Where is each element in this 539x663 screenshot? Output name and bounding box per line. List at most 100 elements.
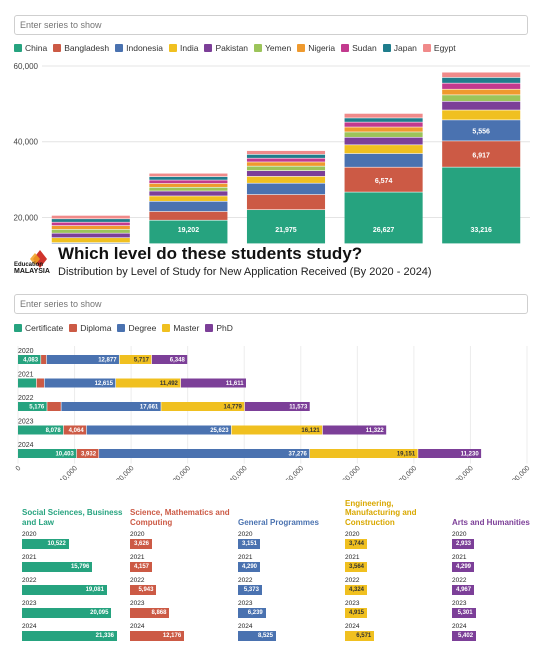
country-legend-item-yemen[interactable]: Yemen — [254, 43, 291, 53]
bar-nigeria-2024[interactable] — [442, 89, 521, 95]
bar-nigeria-2020[interactable] — [51, 225, 130, 230]
bar-diploma-2023[interactable] — [63, 425, 87, 435]
bar-sudan-2022[interactable] — [246, 158, 326, 162]
bar-certificate-2021[interactable] — [18, 378, 37, 388]
field-bar-2020[interactable]: 2,933 — [452, 539, 474, 549]
bar-sudan-2023[interactable] — [344, 122, 423, 127]
bar-phd-2024[interactable] — [418, 449, 482, 458]
field-bar-2023[interactable]: 20,095 — [22, 608, 112, 618]
country-legend-item-china[interactable]: China — [14, 43, 47, 53]
field-bar-2023[interactable]: 8,868 — [130, 608, 170, 618]
field-bar-2023[interactable]: 4,915 — [345, 608, 367, 618]
bar-yemen-2020[interactable] — [51, 229, 130, 233]
bar-degree-2024[interactable] — [99, 449, 310, 458]
country-legend-item-indonesia[interactable]: Indonesia — [115, 43, 163, 53]
field-bar-2020[interactable]: 10,522 — [22, 539, 69, 549]
field-bar-2023[interactable]: 5,301 — [452, 608, 476, 618]
bar-certificate-2024[interactable] — [18, 449, 77, 458]
bar-diploma-2021[interactable] — [36, 378, 44, 388]
field-bar-2021[interactable]: 4,299 — [452, 562, 474, 572]
field-bar-2023[interactable]: 6,239 — [238, 608, 266, 618]
country-legend-item-japan[interactable]: Japan — [382, 43, 417, 53]
bar-nigeria-2023[interactable] — [344, 127, 423, 132]
bar-pakistan-2020[interactable] — [51, 233, 130, 238]
bar-master-2023[interactable] — [231, 425, 323, 435]
bar-japan-2020[interactable] — [51, 219, 130, 222]
bar-yemen-2022[interactable] — [246, 166, 326, 171]
bar-certificate-2022[interactable] — [18, 402, 47, 411]
bar-diploma-2024[interactable] — [76, 449, 99, 458]
field-bar-2021[interactable]: 15,796 — [22, 562, 93, 572]
country-legend-item-pakistan[interactable]: Pakistan — [204, 43, 248, 53]
bar-master-2024[interactable] — [309, 449, 418, 458]
bar-indonesia-2023[interactable] — [344, 153, 423, 167]
bar-degree-2020[interactable] — [46, 355, 119, 364]
field-bar-2024[interactable]: 5,402 — [452, 631, 477, 641]
bar-pakistan-2021[interactable] — [149, 191, 228, 196]
bar-sudan-2021[interactable] — [149, 180, 228, 184]
bar-certificate-2023[interactable] — [18, 425, 64, 435]
bar-india-2023[interactable] — [344, 145, 423, 154]
level-legend-item-master[interactable]: Master — [162, 323, 199, 333]
field-bar-2021[interactable]: 4,157 — [130, 562, 152, 572]
bar-master-2022[interactable] — [161, 402, 245, 411]
bar-phd-2021[interactable] — [180, 378, 246, 388]
field-bar-2022[interactable]: 4,324 — [345, 585, 367, 595]
level-series-search-input[interactable] — [14, 294, 528, 314]
bar-china-2024[interactable] — [442, 167, 521, 244]
level-legend-item-phd[interactable]: PhD — [205, 323, 233, 333]
level-legend-item-certificate[interactable]: Certificate — [14, 323, 63, 333]
country-legend-item-india[interactable]: India — [169, 43, 198, 53]
bar-degree-2022[interactable] — [61, 402, 161, 411]
bar-india-2022[interactable] — [246, 176, 326, 183]
field-bar-2022[interactable]: 5,373 — [238, 585, 262, 595]
field-bar-2022[interactable]: 4,967 — [452, 585, 475, 595]
bar-degree-2021[interactable] — [44, 378, 116, 388]
field-bar-2020[interactable]: 3,744 — [345, 539, 367, 549]
bar-yemen-2023[interactable] — [344, 132, 423, 137]
bar-egypt-2022[interactable] — [246, 150, 326, 155]
bar-phd-2023[interactable] — [322, 425, 387, 435]
field-bar-2020[interactable]: 3,626 — [130, 539, 152, 549]
bar-pakistan-2024[interactable] — [442, 101, 521, 110]
country-legend-item-bangladesh[interactable]: Bangladesh — [53, 43, 109, 53]
country-legend-item-egypt[interactable]: Egypt — [422, 43, 456, 53]
bar-india-2021[interactable] — [149, 196, 228, 201]
bar-master-2021[interactable] — [115, 378, 181, 388]
bar-phd-2022[interactable] — [244, 402, 310, 411]
bar-indonesia-2021[interactable] — [149, 201, 228, 212]
bar-bangladesh-2024[interactable] — [442, 141, 521, 167]
bar-pakistan-2022[interactable] — [246, 171, 326, 177]
bar-diploma-2020[interactable] — [41, 355, 47, 364]
field-bar-2021[interactable]: 3,564 — [345, 562, 367, 572]
field-bar-2021[interactable]: 4,290 — [238, 562, 260, 572]
country-legend-item-sudan[interactable]: Sudan — [341, 43, 377, 53]
country-series-search-input[interactable] — [14, 15, 528, 35]
bar-china-2021[interactable] — [149, 220, 228, 244]
field-bar-2024[interactable]: 12,176 — [130, 631, 185, 641]
bar-yemen-2021[interactable] — [149, 187, 228, 191]
bar-india-2024[interactable] — [442, 110, 521, 120]
bar-china-2022[interactable] — [246, 210, 326, 244]
bar-japan-2023[interactable] — [344, 118, 423, 122]
bar-yemen-2024[interactable] — [442, 95, 521, 102]
bar-india-2020[interactable] — [51, 238, 130, 243]
bar-japan-2022[interactable] — [246, 154, 326, 158]
level-legend-item-degree[interactable]: Degree — [117, 323, 156, 333]
field-bar-2024[interactable]: 8,525 — [238, 631, 276, 641]
bar-egypt-2024[interactable] — [442, 72, 521, 78]
bar-nigeria-2022[interactable] — [246, 162, 326, 166]
bar-diploma-2022[interactable] — [47, 402, 61, 411]
country-legend-item-nigeria[interactable]: Nigeria — [297, 43, 335, 53]
level-legend-item-diploma[interactable]: Diploma — [69, 323, 111, 333]
bar-pakistan-2023[interactable] — [344, 137, 423, 145]
bar-phd-2020[interactable] — [151, 355, 188, 364]
field-bar-2022[interactable]: 5,943 — [130, 585, 157, 595]
bar-egypt-2021[interactable] — [149, 173, 228, 177]
bar-japan-2021[interactable] — [149, 176, 228, 180]
bar-bangladesh-2022[interactable] — [246, 194, 326, 210]
bar-sudan-2024[interactable] — [442, 83, 521, 89]
bar-china-2023[interactable] — [344, 192, 423, 244]
field-bar-2020[interactable]: 3,151 — [238, 539, 260, 549]
bar-degree-2023[interactable] — [86, 425, 231, 435]
